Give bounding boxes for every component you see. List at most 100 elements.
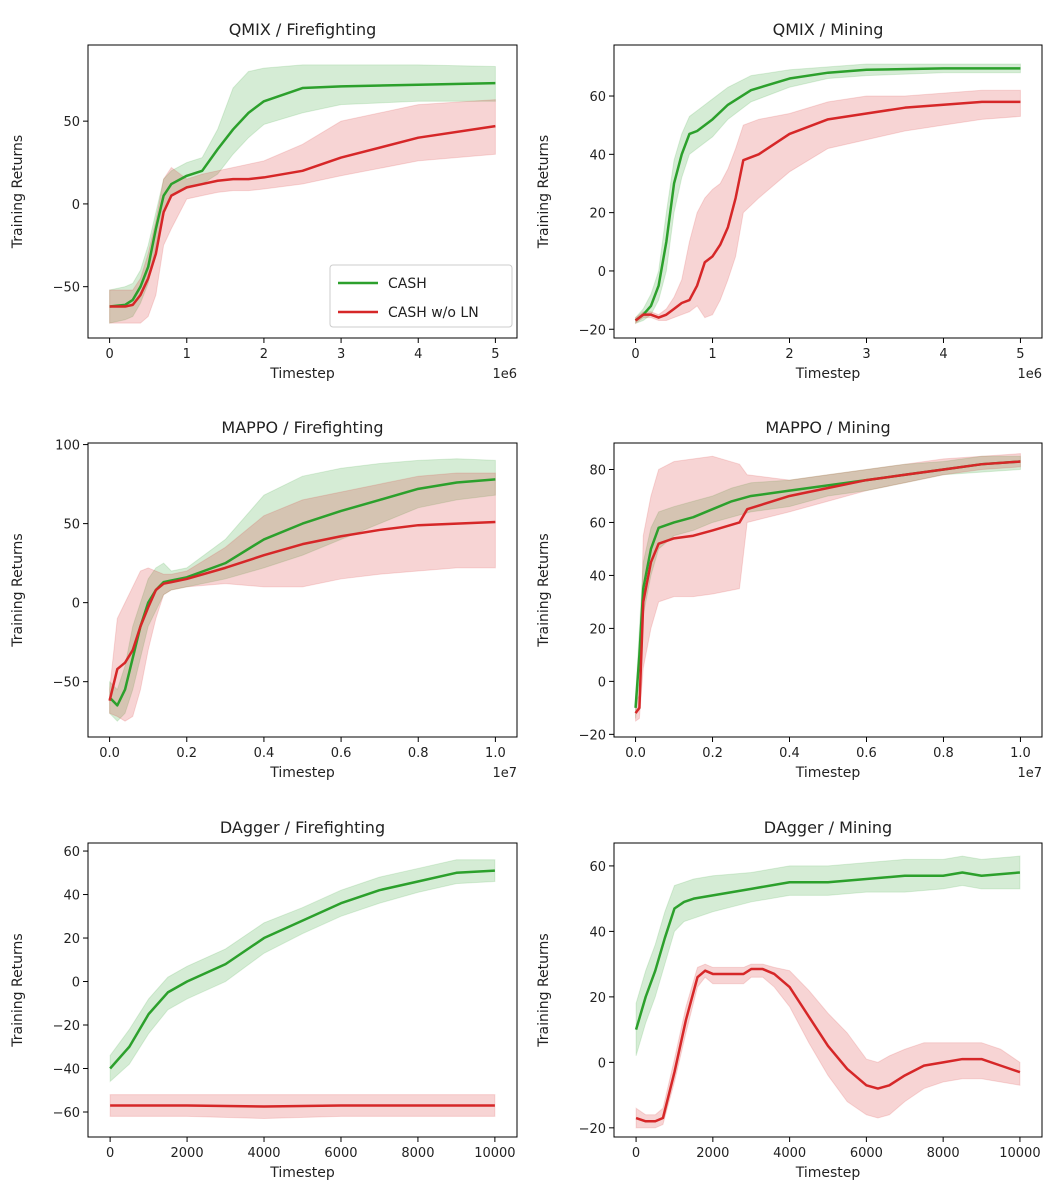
x-tick-label: 2 [785,347,793,362]
x-offset-label: 1e7 [1017,766,1042,781]
legend-label: CASH [388,276,427,292]
x-tick-label: 4 [414,347,422,362]
subplot-title: DAgger / Mining [764,818,892,837]
y-tick-label: 60 [589,516,606,531]
line-cash-w-o-ln [634,460,1021,714]
subplot-title: MAPPO / Mining [765,418,890,437]
x-tick-label: 4000 [773,1146,806,1161]
band-cash-w-o-ln [635,89,1021,325]
x-tick-label: 0.2 [702,746,723,761]
x-axis-label: Timestep [795,366,861,382]
x-tick-label: 0.6 [331,746,352,761]
subplot-title: QMIX / Mining [773,20,884,39]
y-axis-label: Training Returns [10,933,26,1047]
x-tick-label: 0.0 [99,746,120,761]
band-cash [635,855,1021,1056]
band-cash-w-o-ln [109,472,496,722]
y-tick-label: 50 [63,115,80,130]
line-cash [108,478,496,707]
y-tick-label: −20 [579,1122,606,1137]
band-cash [635,63,1021,325]
x-tick-label: 4 [939,347,947,362]
x-tick-label: 1 [183,347,191,362]
line-cash [109,869,495,1070]
x-tick-label: 10000 [474,1146,515,1161]
y-axis-label: Training Returns [536,533,552,647]
subplot-title: QMIX / Firefighting [229,20,377,39]
y-tick-label: −60 [53,1106,80,1121]
band-cash [109,64,496,324]
legend-label: CASH w/o LN [388,305,479,321]
x-tick-label: 4000 [247,1146,280,1161]
x-tick-label: 0 [632,1146,640,1161]
axes-frame [87,442,518,738]
x-tick-label: 2 [260,347,268,362]
x-tick-label: 1.0 [485,746,506,761]
x-tick-label: 1 [708,347,716,362]
x-axis-label: Timestep [269,1165,335,1181]
axes-frame [87,842,518,1138]
y-tick-label: 20 [589,622,606,637]
x-axis-label: Timestep [795,1165,861,1181]
x-tick-label: 0.4 [779,746,800,761]
y-tick-label: −20 [53,1019,80,1034]
axes-frame [613,842,1043,1138]
band-cash-w-o-ln [109,99,496,324]
subplot-title: MAPPO / Firefighting [221,418,383,437]
y-tick-label: 40 [589,148,606,163]
y-tick-label: 40 [63,889,80,904]
y-tick-label: −50 [53,676,80,691]
y-tick-label: 60 [63,845,80,860]
x-tick-label: 2000 [696,1146,729,1161]
line-cash-w-o-ln [635,967,1021,1123]
y-tick-label: 0 [598,1056,606,1071]
x-tick-label: 0.0 [625,746,646,761]
y-tick-label: −50 [53,281,80,296]
x-tick-label: 0.4 [254,746,275,761]
x-tick-label: 2000 [171,1146,204,1161]
y-tick-label: −20 [579,728,606,743]
x-tick-label: 0 [631,347,639,362]
line-cash-w-o-ln [634,100,1021,322]
plot-area [108,458,496,722]
y-tick-label: −40 [53,1063,80,1078]
x-axis-label: Timestep [795,765,861,781]
axes-frame [87,44,518,339]
x-tick-label: 0.8 [408,746,429,761]
x-tick-label: 0.2 [176,746,197,761]
x-tick-label: 0 [105,347,113,362]
y-tick-label: 0 [72,976,80,991]
legend: CASH CASH w/o LN [329,264,513,328]
plot-area [634,453,1021,723]
line-cash-w-o-ln [108,520,496,701]
line-cash-w-o-ln [110,1104,495,1108]
x-tick-label: 0 [106,1146,114,1161]
y-tick-label: 0 [598,265,606,280]
y-tick-label: 20 [589,991,606,1006]
x-tick-label: 6000 [850,1146,883,1161]
x-tick-label: 5 [491,347,499,362]
y-tick-label: −20 [579,323,606,338]
y-tick-label: 0 [72,597,80,612]
line-cash [634,67,1021,322]
y-tick-label: 0 [598,675,606,690]
x-tick-label: 6000 [324,1146,357,1161]
x-axis-label: Timestep [269,366,335,382]
y-axis-label: Training Returns [10,135,26,249]
y-axis-label: Training Returns [10,533,26,647]
band-cash [109,458,496,722]
x-offset-label: 1e6 [1017,367,1042,382]
y-tick-label: 50 [63,518,80,533]
y-tick-label: 60 [589,860,606,875]
subplot-4: 0 2000 4000 6000 8000 10000 −60 −40 −20 0 20 40 60 DA… [10,818,518,1181]
x-axis-label: Timestep [269,765,335,781]
subplot-0: 0 1 2 3 4 5 −50 0 50 QMIX / Firefighting Timestep T… [10,20,518,382]
subplot-title: DAgger / Firefighting [220,818,385,837]
y-tick-label: 40 [589,569,606,584]
axes-frame [613,44,1043,339]
x-tick-label: 8000 [927,1146,960,1161]
plot-area [109,859,496,1120]
x-tick-label: 3 [862,347,870,362]
y-tick-label: 100 [55,439,80,454]
subplot-1: 0 1 2 3 4 5 −20 0 20 40 60 QMIX / Mining Timestep Tra… [536,20,1043,382]
